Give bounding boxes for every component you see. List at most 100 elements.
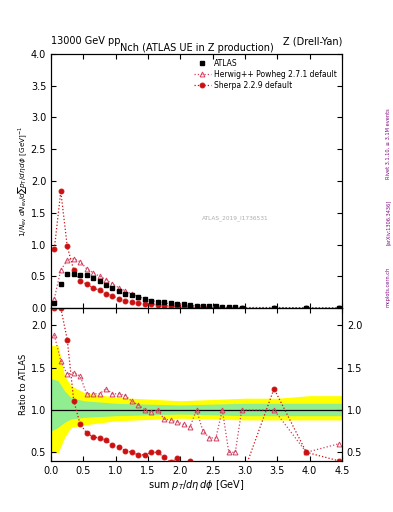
Herwig++ Powheg 2.7.1 default [162,300,167,306]
Herwig++ Powheg 2.7.1 default [97,273,102,280]
Sherpa 2.2.9 default [220,305,225,311]
Herwig++ Powheg 2.7.1 default [272,305,276,311]
Herwig++ Powheg 2.7.1 default [336,305,341,311]
Line: Sherpa 2.2.9 default: Sherpa 2.2.9 default [52,189,341,310]
Herwig++ Powheg 2.7.1 default [91,269,95,275]
Sherpa 2.2.9 default [226,305,231,311]
ATLAS [200,303,205,309]
Herwig++ Powheg 2.7.1 default [213,304,218,310]
Herwig++ Powheg 2.7.1 default [194,303,199,309]
Herwig++ Powheg 2.7.1 default [304,305,309,311]
Legend: ATLAS, Herwig++ Powheg 2.7.1 default, Sherpa 2.2.9 default: ATLAS, Herwig++ Powheg 2.7.1 default, Sh… [192,57,338,92]
Herwig++ Powheg 2.7.1 default [52,295,57,302]
ATLAS [78,272,83,278]
Sherpa 2.2.9 default [78,278,83,284]
Herwig++ Powheg 2.7.1 default [72,255,76,262]
Sherpa 2.2.9 default [200,305,205,311]
Herwig++ Powheg 2.7.1 default [117,285,121,291]
Sherpa 2.2.9 default [97,287,102,293]
ATLAS [91,275,95,281]
Herwig++ Powheg 2.7.1 default [84,266,89,272]
ATLAS [304,305,309,311]
ATLAS [123,290,128,296]
ATLAS [104,282,108,288]
ATLAS [155,298,160,305]
ATLAS [213,303,218,309]
Sherpa 2.2.9 default [207,305,212,311]
ATLAS [194,303,199,309]
ATLAS [188,302,193,308]
Sherpa 2.2.9 default [155,302,160,308]
ATLAS [65,271,70,278]
Sherpa 2.2.9 default [194,305,199,311]
Herwig++ Powheg 2.7.1 default [123,288,128,294]
Y-axis label: Ratio to ATLAS: Ratio to ATLAS [19,354,28,415]
ATLAS [207,303,212,309]
Herwig++ Powheg 2.7.1 default [220,304,225,310]
Sherpa 2.2.9 default [130,298,134,305]
Sherpa 2.2.9 default [52,246,57,252]
Herwig++ Powheg 2.7.1 default [168,301,173,307]
Herwig++ Powheg 2.7.1 default [200,303,205,309]
ATLAS [136,294,141,301]
Herwig++ Powheg 2.7.1 default [78,259,83,265]
Y-axis label: $1/N_{\mathsf{ev}}\ dN_{\mathsf{ev}}/d\!\sum\!p_T/d\eta\,d\phi\ [\mathsf{GeV}]^{: $1/N_{\mathsf{ev}}\ dN_{\mathsf{ev}}/d\!… [17,125,29,237]
Sherpa 2.2.9 default [168,303,173,309]
ATLAS [117,288,121,294]
Sherpa 2.2.9 default [149,301,154,307]
Sherpa 2.2.9 default [65,243,70,249]
Sherpa 2.2.9 default [188,304,193,310]
Herwig++ Powheg 2.7.1 default [207,304,212,310]
ATLAS [97,279,102,285]
Line: ATLAS: ATLAS [52,271,341,310]
Sherpa 2.2.9 default [175,303,180,309]
Sherpa 2.2.9 default [84,281,89,287]
Herwig++ Powheg 2.7.1 default [155,298,160,305]
Sherpa 2.2.9 default [181,304,186,310]
Herwig++ Powheg 2.7.1 default [59,267,63,273]
Sherpa 2.2.9 default [110,293,115,299]
Sherpa 2.2.9 default [104,290,108,296]
Herwig++ Powheg 2.7.1 default [130,291,134,297]
Text: 13000 GeV pp: 13000 GeV pp [51,36,121,46]
Text: Rivet 3.1.10, ≥ 3.1M events: Rivet 3.1.10, ≥ 3.1M events [386,108,391,179]
Text: ATLAS_2019_I1736531: ATLAS_2019_I1736531 [202,215,269,221]
ATLAS [142,295,147,302]
ATLAS [175,301,180,307]
Sherpa 2.2.9 default [233,305,238,311]
ATLAS [130,292,134,298]
ATLAS [72,271,76,277]
Text: Z (Drell-Yan): Z (Drell-Yan) [283,36,342,46]
Sherpa 2.2.9 default [117,295,121,302]
ATLAS [239,305,244,311]
Sherpa 2.2.9 default [304,305,309,311]
ATLAS [181,301,186,307]
X-axis label: sum $p_T/d\eta\,d\phi$ [GeV]: sum $p_T/d\eta\,d\phi$ [GeV] [148,478,245,493]
ATLAS [84,272,89,278]
Title: Nch (ATLAS UE in Z production): Nch (ATLAS UE in Z production) [119,43,274,53]
Herwig++ Powheg 2.7.1 default [226,305,231,311]
Herwig++ Powheg 2.7.1 default [181,302,186,308]
Sherpa 2.2.9 default [59,188,63,194]
Herwig++ Powheg 2.7.1 default [110,281,115,287]
Herwig++ Powheg 2.7.1 default [175,301,180,307]
ATLAS [272,305,276,311]
Text: [arXiv:1306.3436]: [arXiv:1306.3436] [386,200,391,245]
Herwig++ Powheg 2.7.1 default [142,295,147,302]
ATLAS [59,281,63,287]
Sherpa 2.2.9 default [336,305,341,311]
Herwig++ Powheg 2.7.1 default [104,276,108,283]
Sherpa 2.2.9 default [136,300,141,306]
Line: Herwig++ Powheg 2.7.1 default: Herwig++ Powheg 2.7.1 default [52,256,341,310]
Sherpa 2.2.9 default [123,297,128,304]
Sherpa 2.2.9 default [142,301,147,307]
Herwig++ Powheg 2.7.1 default [149,297,154,304]
Sherpa 2.2.9 default [162,303,167,309]
Sherpa 2.2.9 default [91,285,95,291]
Herwig++ Powheg 2.7.1 default [188,303,193,309]
ATLAS [226,304,231,310]
Sherpa 2.2.9 default [272,305,276,311]
ATLAS [336,305,341,311]
Herwig++ Powheg 2.7.1 default [136,294,141,300]
ATLAS [162,300,167,306]
